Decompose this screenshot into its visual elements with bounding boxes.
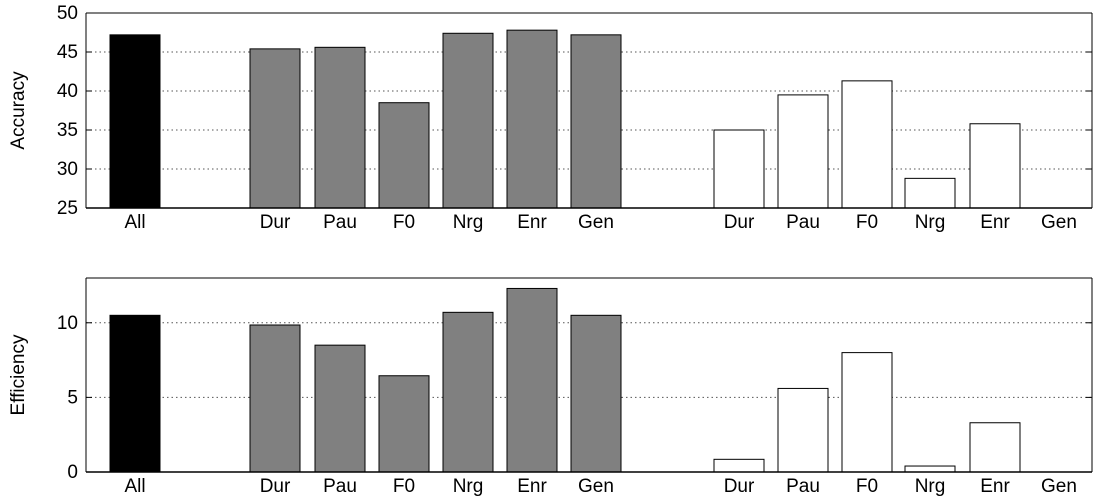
bar-all-all: [109, 34, 161, 209]
y-axis-label: Efficiency: [8, 334, 29, 415]
bar-gray-dur: [249, 48, 301, 209]
x-tick-label: Dur: [260, 212, 291, 233]
bar-gray-gen: [570, 34, 622, 209]
x-tick-label: Enr: [980, 212, 1010, 233]
bar-gray-pau: [314, 344, 366, 473]
x-tick-label: All: [124, 212, 145, 233]
bar-gray-f0: [378, 375, 430, 473]
y-tick-label: 5: [67, 387, 78, 408]
x-tick-label: Enr: [517, 212, 547, 233]
bar-gray-f0: [378, 102, 430, 209]
bar-all-all: [109, 314, 161, 473]
x-tick-label: F0: [856, 212, 878, 233]
bar-white-dur: [713, 458, 765, 473]
x-tick-label: Pau: [323, 476, 357, 497]
x-tick-label: Enr: [517, 476, 547, 497]
x-tick-label: Nrg: [453, 476, 484, 497]
y-tick-label: 40: [57, 81, 78, 102]
bar-white-enr: [969, 123, 1021, 209]
bar-white-pau: [777, 94, 829, 209]
bar-white-nrg: [904, 465, 956, 473]
y-tick-label: 45: [57, 42, 78, 63]
x-tick-label: Nrg: [453, 212, 484, 233]
bar-white-dur: [713, 129, 765, 209]
x-tick-label: Gen: [578, 212, 614, 233]
bar-white-f0: [841, 80, 893, 209]
y-tick-label: 35: [57, 120, 78, 141]
bar-gray-enr: [506, 29, 558, 209]
x-tick-label: Gen: [1041, 212, 1077, 233]
x-tick-label: Nrg: [915, 212, 946, 233]
x-tick-label: Gen: [578, 476, 614, 497]
bar-gray-pau: [314, 46, 366, 209]
accuracy-panel: 25 30 35 40 45 50 All Dur Pau F0 Nrg Enr Gen Dur Pau F0…: [8, 3, 1093, 233]
bar-white-enr: [969, 422, 1021, 473]
x-tick-label: All: [124, 476, 145, 497]
bar-gray-dur: [249, 324, 301, 473]
x-tick-label: Gen: [1041, 476, 1077, 497]
y-tick-label: 50: [57, 3, 78, 24]
y-tick-label: 30: [57, 159, 78, 180]
bar-white-pau: [777, 387, 829, 473]
bar-gray-nrg: [442, 32, 494, 209]
y-tick-label: 10: [57, 313, 78, 334]
x-tick-label: Pau: [786, 476, 820, 497]
x-tick-label: Nrg: [915, 476, 946, 497]
x-tick-label: Dur: [724, 476, 755, 497]
y-tick-label: 25: [57, 198, 78, 219]
y-axis-label: Accuracy: [8, 71, 29, 150]
bar-white-f0: [841, 352, 893, 473]
bar-gray-enr: [506, 287, 558, 473]
x-tick-label: Pau: [786, 212, 820, 233]
x-tick-label: Pau: [323, 212, 357, 233]
x-tick-label: Dur: [260, 476, 291, 497]
bar-gray-gen: [570, 314, 622, 473]
y-tick-label: 0: [67, 462, 78, 483]
bar-gray-nrg: [442, 311, 494, 473]
efficiency-panel: 0 5 10 All Dur Pau F0 Nrg Enr Gen Dur Pau F0 Nrg Enr Ge…: [8, 277, 1093, 497]
x-tick-label: Dur: [724, 212, 755, 233]
x-tick-label: F0: [393, 212, 415, 233]
x-tick-label: F0: [393, 476, 415, 497]
bar-white-nrg: [904, 177, 956, 209]
x-tick-label: Enr: [980, 476, 1010, 497]
x-tick-label: F0: [856, 476, 878, 497]
